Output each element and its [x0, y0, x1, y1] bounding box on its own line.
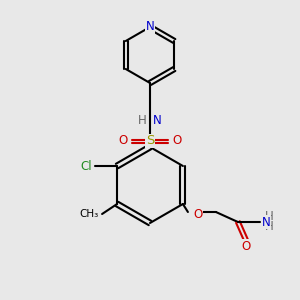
Text: O: O [172, 134, 181, 148]
Text: O: O [241, 239, 250, 253]
Text: O: O [119, 134, 128, 148]
Text: N: N [146, 20, 154, 34]
Text: S: S [146, 134, 154, 148]
Text: N: N [153, 115, 162, 128]
Text: O: O [193, 208, 202, 220]
Text: H: H [265, 220, 274, 233]
Text: H: H [265, 211, 274, 224]
Text: CH₃: CH₃ [80, 209, 99, 219]
Text: Cl: Cl [80, 160, 92, 172]
Text: H: H [138, 115, 146, 128]
Text: N: N [262, 215, 271, 229]
